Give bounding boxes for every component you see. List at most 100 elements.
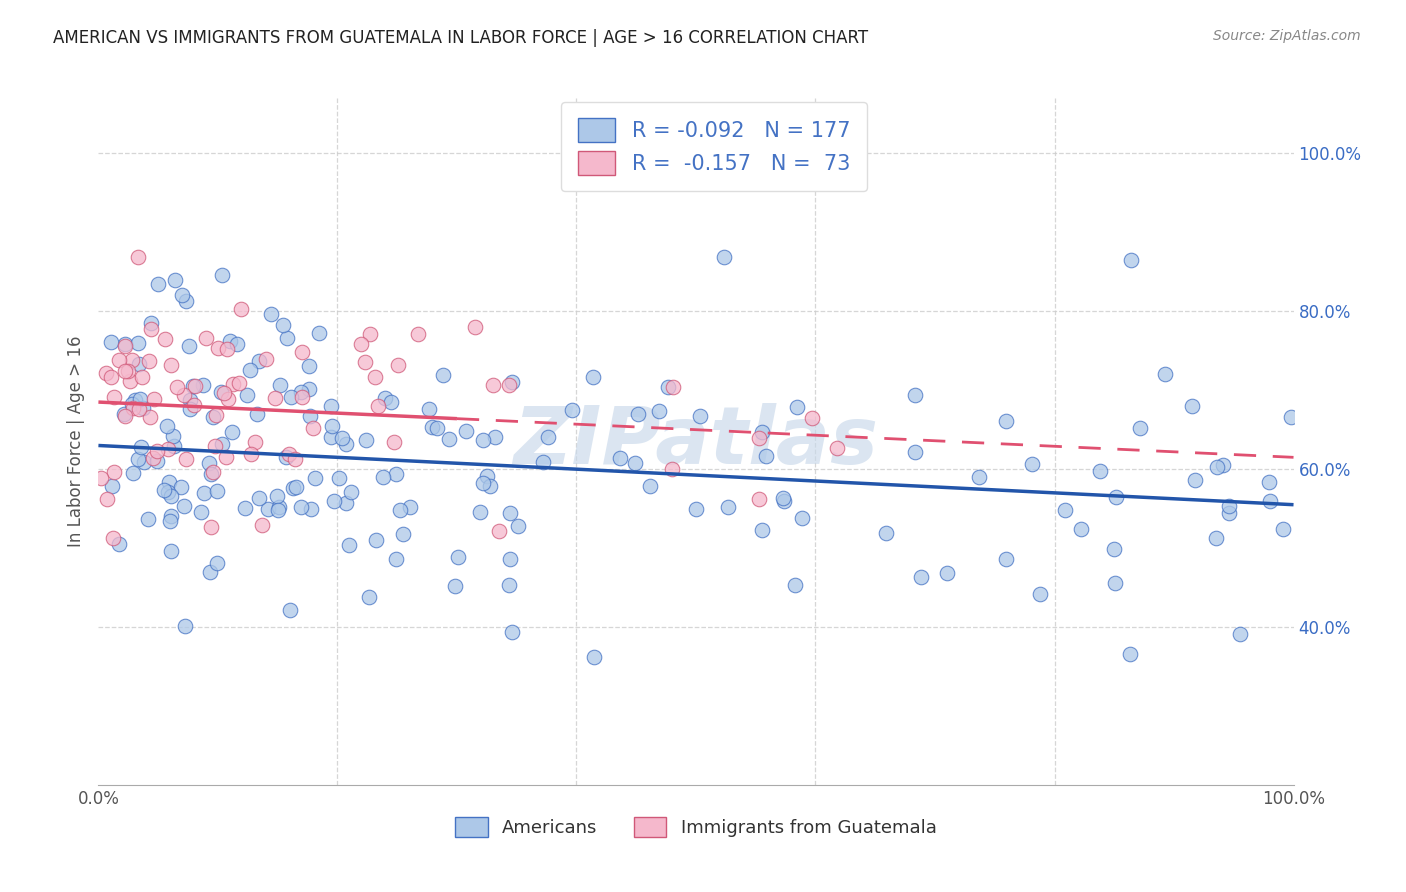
Point	[260, 307, 283, 321]
Point	[904, 444, 927, 458]
Point	[290, 500, 312, 514]
Point	[1021, 457, 1043, 471]
Point	[1088, 464, 1111, 478]
Point	[174, 293, 197, 308]
Point	[380, 395, 402, 409]
Point	[717, 500, 740, 514]
Point	[689, 409, 711, 424]
Point	[444, 579, 467, 593]
Point	[382, 434, 405, 449]
Point	[385, 467, 408, 481]
Point	[217, 342, 239, 356]
Point	[301, 420, 323, 434]
Point	[191, 378, 214, 392]
Point	[103, 465, 125, 479]
Point	[205, 408, 228, 422]
Point	[1129, 420, 1152, 434]
Point	[129, 440, 152, 454]
Point	[290, 345, 312, 359]
Point	[200, 520, 222, 534]
Point	[127, 452, 149, 467]
Point	[219, 334, 242, 349]
Point	[142, 451, 165, 466]
Point	[211, 437, 233, 451]
Point	[910, 570, 932, 584]
Point	[399, 500, 422, 514]
Point	[247, 354, 270, 368]
Point	[299, 502, 322, 516]
Point	[447, 549, 470, 564]
Point	[121, 352, 143, 367]
Point	[131, 401, 153, 415]
Point	[280, 390, 302, 404]
Point	[121, 401, 143, 416]
Point	[1206, 459, 1229, 474]
Point	[1053, 503, 1076, 517]
Point	[90, 470, 112, 484]
Point	[657, 380, 679, 394]
Point	[661, 461, 683, 475]
Point	[121, 397, 143, 411]
Point	[267, 500, 290, 514]
Point	[157, 485, 180, 500]
Point	[508, 519, 530, 533]
Point	[129, 392, 152, 407]
Point	[163, 273, 186, 287]
Point	[1070, 522, 1092, 536]
Point	[783, 578, 806, 592]
Point	[225, 337, 247, 351]
Point	[1212, 458, 1234, 473]
Point	[153, 332, 176, 346]
Point	[276, 331, 298, 345]
Point	[146, 454, 169, 468]
Point	[335, 437, 357, 451]
Point	[221, 425, 243, 439]
Point	[156, 442, 179, 456]
Point	[124, 393, 146, 408]
Point	[994, 414, 1017, 428]
Point	[160, 543, 183, 558]
Point	[875, 525, 897, 540]
Point	[160, 358, 183, 372]
Point	[281, 481, 304, 495]
Point	[128, 357, 150, 371]
Point	[173, 388, 195, 402]
Point	[772, 491, 794, 505]
Point	[786, 400, 808, 414]
Point	[174, 619, 197, 633]
Point	[114, 339, 136, 353]
Point	[269, 378, 291, 392]
Point	[114, 409, 136, 424]
Point	[243, 434, 266, 449]
Point	[627, 407, 650, 421]
Point	[100, 370, 122, 384]
Point	[499, 506, 522, 520]
Point	[156, 418, 179, 433]
Point	[499, 552, 522, 566]
Text: ZIPatlas: ZIPatlas	[513, 402, 879, 481]
Point	[354, 433, 377, 447]
Point	[484, 429, 506, 443]
Point	[96, 366, 118, 380]
Point	[298, 409, 321, 424]
Point	[359, 326, 381, 341]
Point	[174, 451, 197, 466]
Point	[389, 503, 412, 517]
Point	[298, 383, 321, 397]
Point	[163, 440, 186, 454]
Point	[205, 483, 228, 498]
Point	[160, 508, 183, 523]
Point	[357, 590, 380, 604]
Point	[304, 471, 326, 485]
Point	[475, 468, 498, 483]
Point	[170, 288, 193, 302]
Point	[132, 455, 155, 469]
Point	[1257, 475, 1279, 490]
Point	[285, 480, 308, 494]
Point	[101, 531, 124, 545]
Point	[273, 318, 295, 332]
Point	[194, 331, 217, 345]
Point	[181, 379, 204, 393]
Point	[152, 483, 174, 497]
Point	[1181, 399, 1204, 413]
